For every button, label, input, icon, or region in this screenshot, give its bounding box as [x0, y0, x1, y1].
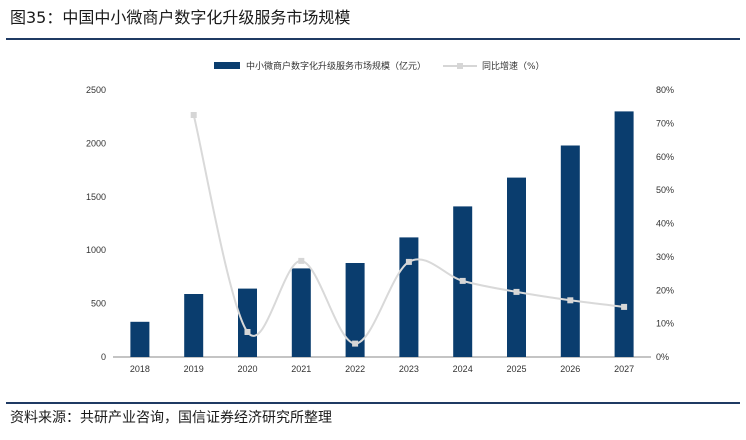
x-tick-2019: 2019 [184, 364, 204, 374]
x-tick-2025: 2025 [506, 364, 526, 374]
y-right-tick: 30% [656, 252, 674, 262]
x-tick-2022: 2022 [345, 364, 365, 374]
bar-2023 [399, 237, 419, 357]
growth-point-2025 [513, 288, 520, 295]
growth-point-2020 [244, 329, 251, 335]
y-right-tick: 0% [656, 352, 669, 362]
legend-line-marker [457, 63, 463, 69]
x-tick-2024: 2024 [453, 364, 473, 374]
chart-legend: 中小微商户数字化升级服务市场规模（亿元） 同比增速（%） [214, 60, 545, 72]
growth-point-2027 [621, 303, 628, 310]
bar-2018 [130, 321, 150, 357]
bar-2025 [507, 177, 526, 357]
growth-point-2026 [567, 297, 574, 304]
y-right-tick: 40% [656, 219, 674, 229]
y-right-tick: 60% [656, 152, 674, 162]
x-tick-2018: 2018 [130, 364, 150, 374]
bar-2022 [345, 263, 365, 357]
x-tick-2026: 2026 [560, 364, 580, 374]
x-tick-2020: 2020 [237, 364, 257, 374]
growth-point-2023 [405, 258, 412, 265]
x-tick-2023: 2023 [399, 364, 419, 374]
y-left-tick: 2500 [86, 85, 106, 95]
legend-bar-swatch [214, 62, 240, 69]
y-right-tick: 10% [656, 319, 674, 329]
bar-2026 [560, 145, 580, 357]
growth-point-2021 [298, 257, 305, 264]
y-right-tick: 80% [656, 85, 674, 95]
source-note: 资料来源：共研产业咨询，国信证券经济研究所整理 [10, 410, 332, 426]
combo-chart: 中小微商户数字化升级服务市场规模（亿元） 同比增速（%） 0 500 1000 150… [86, 60, 674, 374]
y-left-tick: 0 [101, 352, 106, 362]
legend-line-label: 同比增速（%） [482, 60, 545, 72]
page-title: 图35：中国中小微商户数字化升级服务市场规模 [10, 8, 351, 27]
bar-2019 [184, 294, 204, 357]
source-divider [6, 402, 740, 404]
x-tick-2021: 2021 [291, 364, 311, 374]
y-left-tick: 500 [91, 299, 106, 309]
bar-2027 [614, 111, 634, 358]
bar-2020 [238, 288, 257, 357]
y-left-tick: 2000 [86, 138, 106, 148]
y-left-tick: 1000 [86, 245, 106, 255]
title-divider [6, 38, 740, 40]
y-right-tick: 20% [656, 285, 674, 295]
y-right-tick: 50% [656, 185, 674, 195]
growth-point-2019 [190, 112, 197, 118]
bar-2021 [291, 268, 311, 357]
growth-point-2022 [352, 340, 359, 347]
x-tick-2027: 2027 [614, 364, 634, 374]
y-right-tick: 70% [656, 118, 674, 128]
growth-point-2024 [459, 277, 466, 284]
y-left-tick: 1500 [86, 192, 106, 202]
legend-bar-label: 中小微商户数字化升级服务市场规模（亿元） [246, 60, 426, 72]
